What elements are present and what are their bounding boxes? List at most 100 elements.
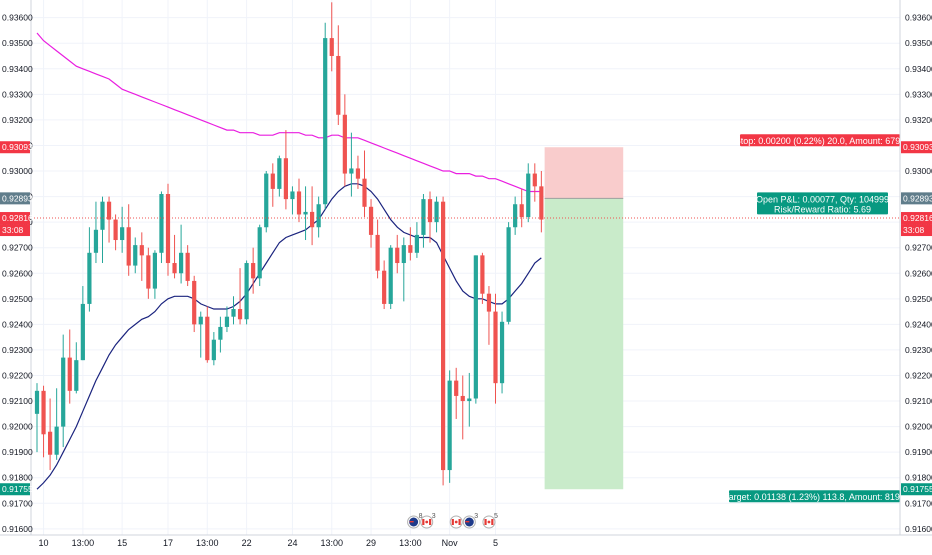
candle-body — [323, 38, 328, 205]
candle[interactable] — [87, 227, 92, 312]
candle[interactable] — [205, 306, 210, 363]
candle-body — [473, 255, 478, 399]
candle[interactable] — [41, 385, 46, 458]
candle[interactable] — [152, 250, 157, 299]
candle[interactable] — [159, 191, 164, 264]
candle[interactable] — [303, 186, 308, 241]
candle[interactable] — [93, 201, 99, 264]
candle[interactable] — [165, 183, 171, 276]
candle[interactable] — [244, 260, 249, 325]
candle[interactable] — [401, 237, 406, 302]
candle[interactable] — [126, 204, 131, 276]
candle[interactable] — [310, 186, 315, 246]
candle[interactable] — [270, 163, 275, 207]
candle[interactable] — [342, 94, 347, 187]
candle[interactable] — [113, 214, 118, 251]
candle[interactable] — [48, 398, 53, 471]
candle[interactable] — [506, 222, 511, 325]
candle[interactable] — [519, 188, 524, 228]
candle[interactable] — [224, 306, 230, 333]
y-tick-label-left: 0.92200 — [2, 370, 33, 380]
candle[interactable] — [499, 311, 505, 394]
candle[interactable] — [198, 311, 203, 358]
candle[interactable] — [100, 196, 105, 264]
candle[interactable] — [179, 224, 184, 284]
candle[interactable] — [54, 388, 59, 460]
candle[interactable] — [395, 234, 400, 274]
candle[interactable] — [526, 163, 531, 223]
event-flag-aud[interactable]: 8 — [407, 513, 423, 529]
candle[interactable] — [74, 342, 79, 394]
candle[interactable] — [493, 293, 498, 404]
candle[interactable] — [460, 375, 465, 440]
candle[interactable] — [283, 130, 288, 210]
candle[interactable] — [421, 194, 426, 248]
candle[interactable] — [382, 260, 387, 310]
candle-body — [106, 201, 112, 220]
price-label-right: 0.92893 — [901, 192, 932, 205]
candle[interactable] — [146, 247, 151, 299]
candle[interactable] — [486, 286, 492, 345]
candle[interactable] — [539, 171, 544, 233]
candle[interactable] — [80, 286, 85, 361]
y-tick-label-right: 0.92000 — [905, 422, 932, 432]
candle[interactable] — [441, 196, 446, 486]
candle-body — [401, 245, 406, 264]
candle-body — [414, 234, 419, 253]
candle[interactable] — [368, 199, 374, 248]
candle[interactable] — [61, 334, 66, 448]
candle[interactable] — [349, 132, 354, 197]
candles[interactable] — [34, 2, 544, 486]
candle[interactable] — [513, 196, 518, 235]
candle[interactable] — [185, 245, 190, 287]
candle[interactable] — [120, 206, 125, 253]
event-flag-cad[interactable]: 3 — [420, 513, 436, 529]
candle[interactable] — [211, 332, 216, 366]
candle[interactable] — [532, 163, 537, 202]
candle[interactable] — [172, 234, 177, 279]
event-flag-aud[interactable]: 3 — [462, 513, 478, 529]
candle[interactable] — [231, 296, 236, 325]
candle[interactable] — [192, 275, 197, 333]
sma-slow-line — [36, 32, 542, 193]
candle[interactable] — [290, 186, 295, 215]
candle[interactable] — [34, 383, 40, 453]
candle[interactable] — [67, 329, 72, 404]
candle[interactable] — [323, 22, 328, 210]
event-flag-cad[interactable]: 5 — [482, 513, 498, 529]
candle[interactable] — [375, 219, 380, 279]
candle[interactable] — [237, 268, 243, 325]
economic-events[interactable]: 8 3 3 5 — [407, 513, 498, 529]
candle[interactable] — [414, 222, 419, 258]
candle[interactable] — [329, 2, 334, 72]
candle[interactable] — [355, 155, 361, 189]
candle[interactable] — [106, 196, 112, 243]
candle[interactable] — [277, 155, 282, 197]
candle-body — [336, 55, 341, 115]
candle[interactable] — [480, 252, 485, 304]
candle[interactable] — [133, 237, 138, 274]
candle[interactable] — [296, 178, 302, 223]
candle[interactable] — [434, 196, 439, 233]
candle[interactable] — [257, 224, 262, 287]
candle[interactable] — [251, 247, 256, 294]
candle-body — [224, 316, 230, 327]
candle[interactable] — [218, 316, 223, 353]
candle[interactable] — [454, 367, 459, 419]
candle[interactable] — [139, 232, 144, 281]
event-flag-cad[interactable] — [449, 515, 463, 529]
candle[interactable] — [473, 255, 478, 404]
price-label-text: 0.92893 — [903, 193, 932, 203]
candle[interactable] — [388, 245, 393, 310]
candle[interactable] — [467, 372, 472, 427]
candle[interactable] — [264, 171, 269, 233]
candle[interactable] — [362, 150, 367, 218]
candle[interactable] — [427, 191, 433, 243]
target-label: Target: 0.01138 (1.23%) 113.8, Amount: 8… — [724, 490, 905, 503]
candle[interactable] — [316, 196, 321, 238]
candle[interactable] — [336, 25, 341, 125]
candle[interactable] — [408, 227, 413, 261]
candle[interactable] — [447, 370, 452, 483]
